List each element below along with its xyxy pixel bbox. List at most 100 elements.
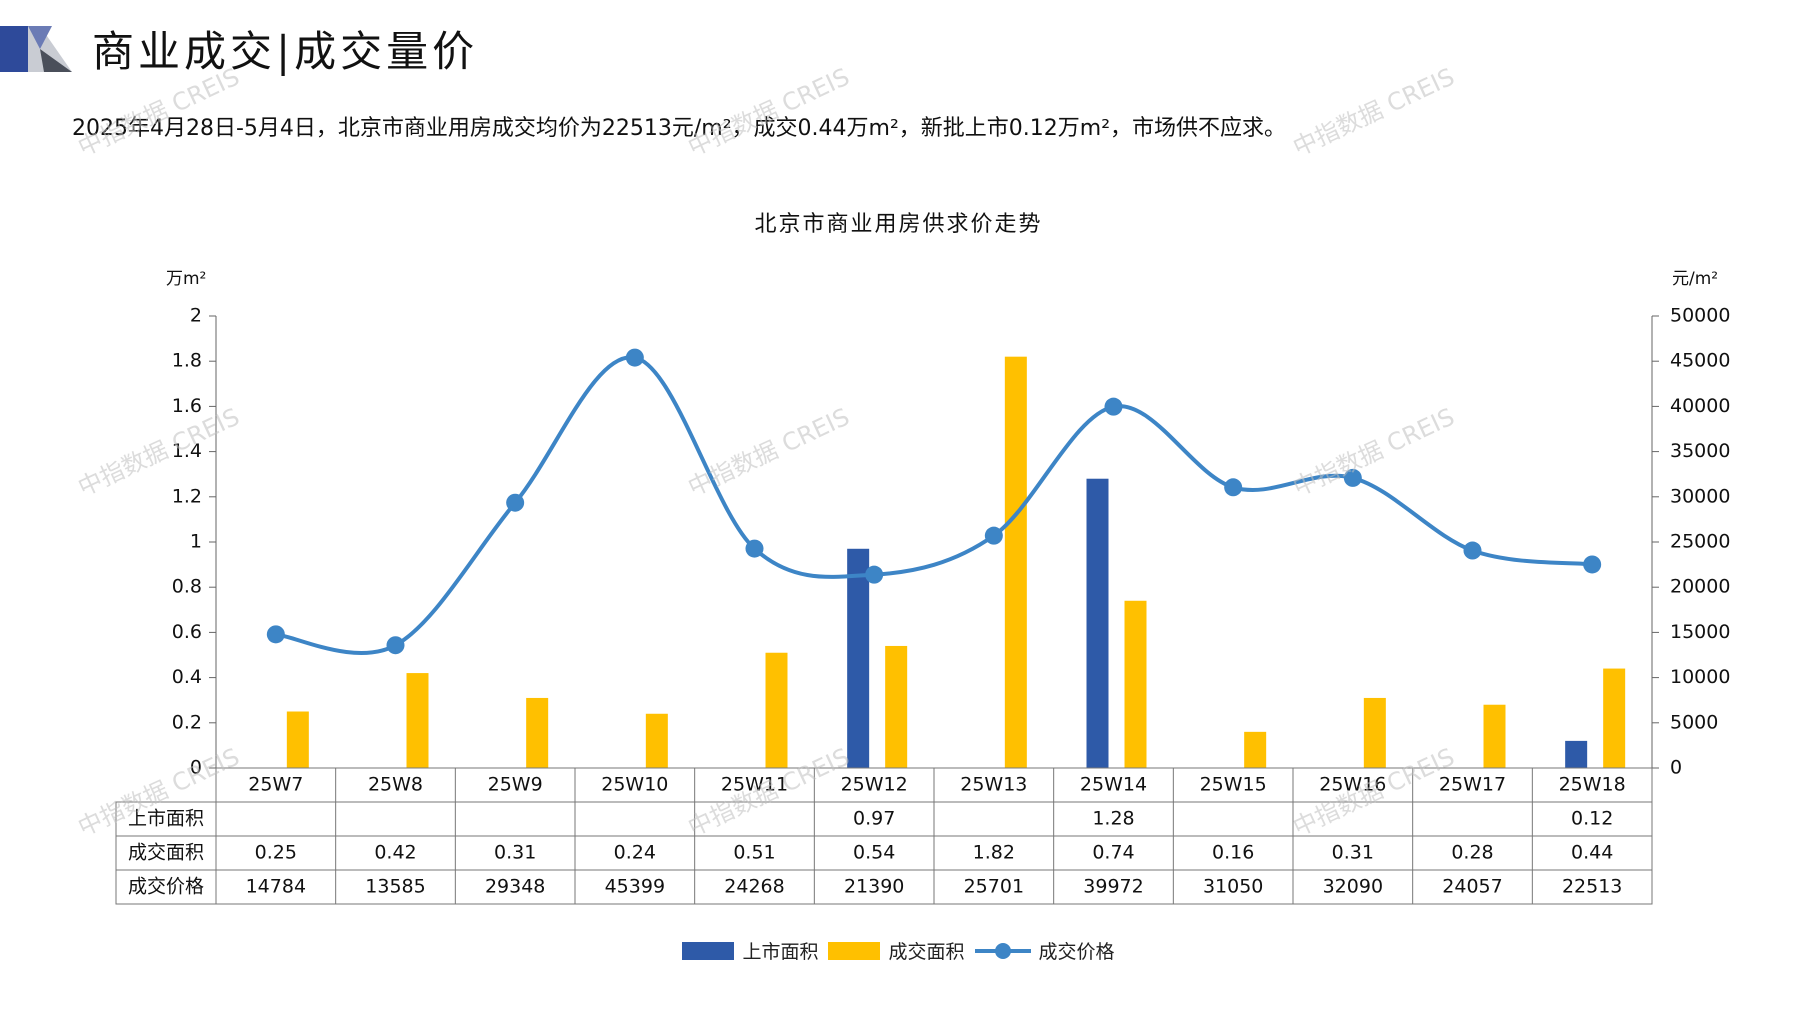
left-tick-label: 1.6 bbox=[172, 395, 202, 417]
bar-deal-area bbox=[1483, 704, 1506, 768]
table-cell: 1.82 bbox=[973, 842, 1015, 864]
price-point bbox=[625, 348, 644, 367]
price-point bbox=[984, 526, 1003, 545]
table-row-label: 成交面积 bbox=[128, 842, 204, 864]
bar-deal-area bbox=[1244, 731, 1267, 768]
price-point bbox=[745, 539, 764, 558]
legend-item-deal-area: 成交面积 bbox=[828, 937, 965, 964]
bar-deal-area bbox=[406, 673, 429, 768]
right-axis-unit: 元/m² bbox=[1672, 269, 1719, 289]
table-cell: 45399 bbox=[605, 876, 665, 898]
table-cell: 14784 bbox=[246, 876, 306, 898]
x-tick-label: 25W13 bbox=[960, 774, 1027, 796]
bar-supply bbox=[847, 548, 870, 768]
right-tick-label: 15000 bbox=[1670, 621, 1730, 643]
legend-label-supply: 上市面积 bbox=[742, 941, 819, 963]
price-point bbox=[1583, 555, 1602, 574]
table-cell: 13585 bbox=[365, 876, 425, 898]
x-tick-label: 25W10 bbox=[601, 774, 668, 796]
bar-deal-area bbox=[526, 697, 549, 768]
table-row-label: 上市面积 bbox=[128, 808, 204, 830]
x-tick-label: 25W8 bbox=[368, 774, 423, 796]
left-tick-label: 1.8 bbox=[172, 350, 202, 372]
table-cell: 29348 bbox=[485, 876, 545, 898]
watermark-text: 中指数据 CREIS bbox=[74, 63, 244, 162]
left-tick-label: 1.2 bbox=[172, 485, 202, 507]
right-tick-label: 20000 bbox=[1670, 576, 1730, 598]
bar-deal-area bbox=[1004, 356, 1027, 768]
table-cell: 31050 bbox=[1203, 876, 1263, 898]
left-tick-label: 2 bbox=[190, 305, 202, 327]
right-tick-label: 30000 bbox=[1670, 485, 1730, 507]
bar-deal-area bbox=[645, 713, 668, 768]
table-cell: 0.25 bbox=[255, 842, 297, 864]
table-cell: 24057 bbox=[1442, 876, 1502, 898]
watermark-text: 中指数据 CREIS bbox=[684, 63, 854, 162]
table-cell: 0.12 bbox=[1571, 808, 1613, 830]
table-cell: 25701 bbox=[964, 876, 1024, 898]
x-tick-label: 25W18 bbox=[1559, 774, 1626, 796]
legend-swatch-deal-area bbox=[828, 941, 881, 960]
left-tick-label: 0.2 bbox=[172, 711, 202, 733]
table-cell: 0.74 bbox=[1092, 842, 1134, 864]
price-point bbox=[1104, 397, 1123, 416]
legend-label-price: 成交价格 bbox=[1038, 941, 1115, 963]
right-tick-label: 45000 bbox=[1670, 350, 1730, 372]
table-cell: 24268 bbox=[724, 876, 784, 898]
legend-swatch-price bbox=[974, 942, 1031, 960]
table-cell: 0.97 bbox=[853, 808, 895, 830]
right-tick-label: 5000 bbox=[1670, 711, 1718, 733]
watermark-text: 中指数据 CREIS bbox=[684, 403, 854, 502]
right-tick-label: 10000 bbox=[1670, 666, 1730, 688]
price-point bbox=[506, 493, 525, 512]
chart-title: 北京市商业用房供求价走势 bbox=[754, 212, 1043, 237]
left-tick-label: 0.4 bbox=[172, 666, 202, 688]
right-tick-label: 50000 bbox=[1670, 305, 1730, 327]
bar-deal-area bbox=[1124, 600, 1147, 768]
price-point bbox=[1224, 478, 1243, 497]
x-tick-label: 25W11 bbox=[721, 774, 788, 796]
x-tick-label: 25W16 bbox=[1319, 774, 1386, 796]
price-point bbox=[266, 625, 285, 644]
table-cell: 0.54 bbox=[853, 842, 895, 864]
table-cell: 21390 bbox=[844, 876, 904, 898]
chart-legend: 上市面积 成交面积 成交价格 bbox=[0, 937, 1797, 964]
right-tick-label: 0 bbox=[1670, 757, 1682, 779]
bar-deal-area bbox=[1363, 697, 1386, 768]
bar-supply bbox=[1086, 478, 1109, 768]
x-tick-label: 25W17 bbox=[1439, 774, 1506, 796]
price-point bbox=[865, 565, 884, 584]
legend-item-price: 成交价格 bbox=[974, 937, 1115, 964]
table-cell: 0.51 bbox=[733, 842, 775, 864]
table-cell: 0.31 bbox=[494, 842, 536, 864]
legend-swatch-supply bbox=[682, 941, 735, 960]
x-tick-label: 25W15 bbox=[1200, 774, 1267, 796]
watermark-text: 中指数据 CREIS bbox=[1289, 63, 1459, 162]
price-point bbox=[1463, 541, 1482, 560]
x-tick-label: 25W12 bbox=[841, 774, 908, 796]
x-tick-label: 25W9 bbox=[488, 774, 543, 796]
bar-deal-area bbox=[885, 645, 908, 768]
table-cell: 0.16 bbox=[1212, 842, 1254, 864]
left-tick-label: 1 bbox=[190, 531, 202, 553]
left-tick-label: 0.8 bbox=[172, 576, 202, 598]
legend-item-supply: 上市面积 bbox=[682, 937, 818, 964]
right-tick-label: 25000 bbox=[1670, 531, 1730, 553]
bar-deal-area bbox=[1603, 668, 1626, 768]
bar-deal-area bbox=[765, 652, 788, 768]
bar-deal-area bbox=[286, 711, 309, 768]
brand-logo-icon bbox=[0, 26, 72, 72]
table-cell: 0.42 bbox=[374, 842, 416, 864]
table-cell: 0.31 bbox=[1332, 842, 1374, 864]
left-tick-label: 0.6 bbox=[172, 621, 202, 643]
table-cell: 1.28 bbox=[1092, 808, 1134, 830]
right-tick-label: 40000 bbox=[1670, 395, 1730, 417]
right-tick-label: 35000 bbox=[1670, 440, 1730, 462]
price-line bbox=[275, 355, 1593, 656]
bar-supply bbox=[1565, 740, 1588, 768]
watermark-text: 中指数据 CREIS bbox=[74, 403, 244, 502]
x-tick-label: 25W14 bbox=[1080, 774, 1147, 796]
table-cell: 22513 bbox=[1562, 876, 1622, 898]
table-cell: 39972 bbox=[1083, 876, 1143, 898]
